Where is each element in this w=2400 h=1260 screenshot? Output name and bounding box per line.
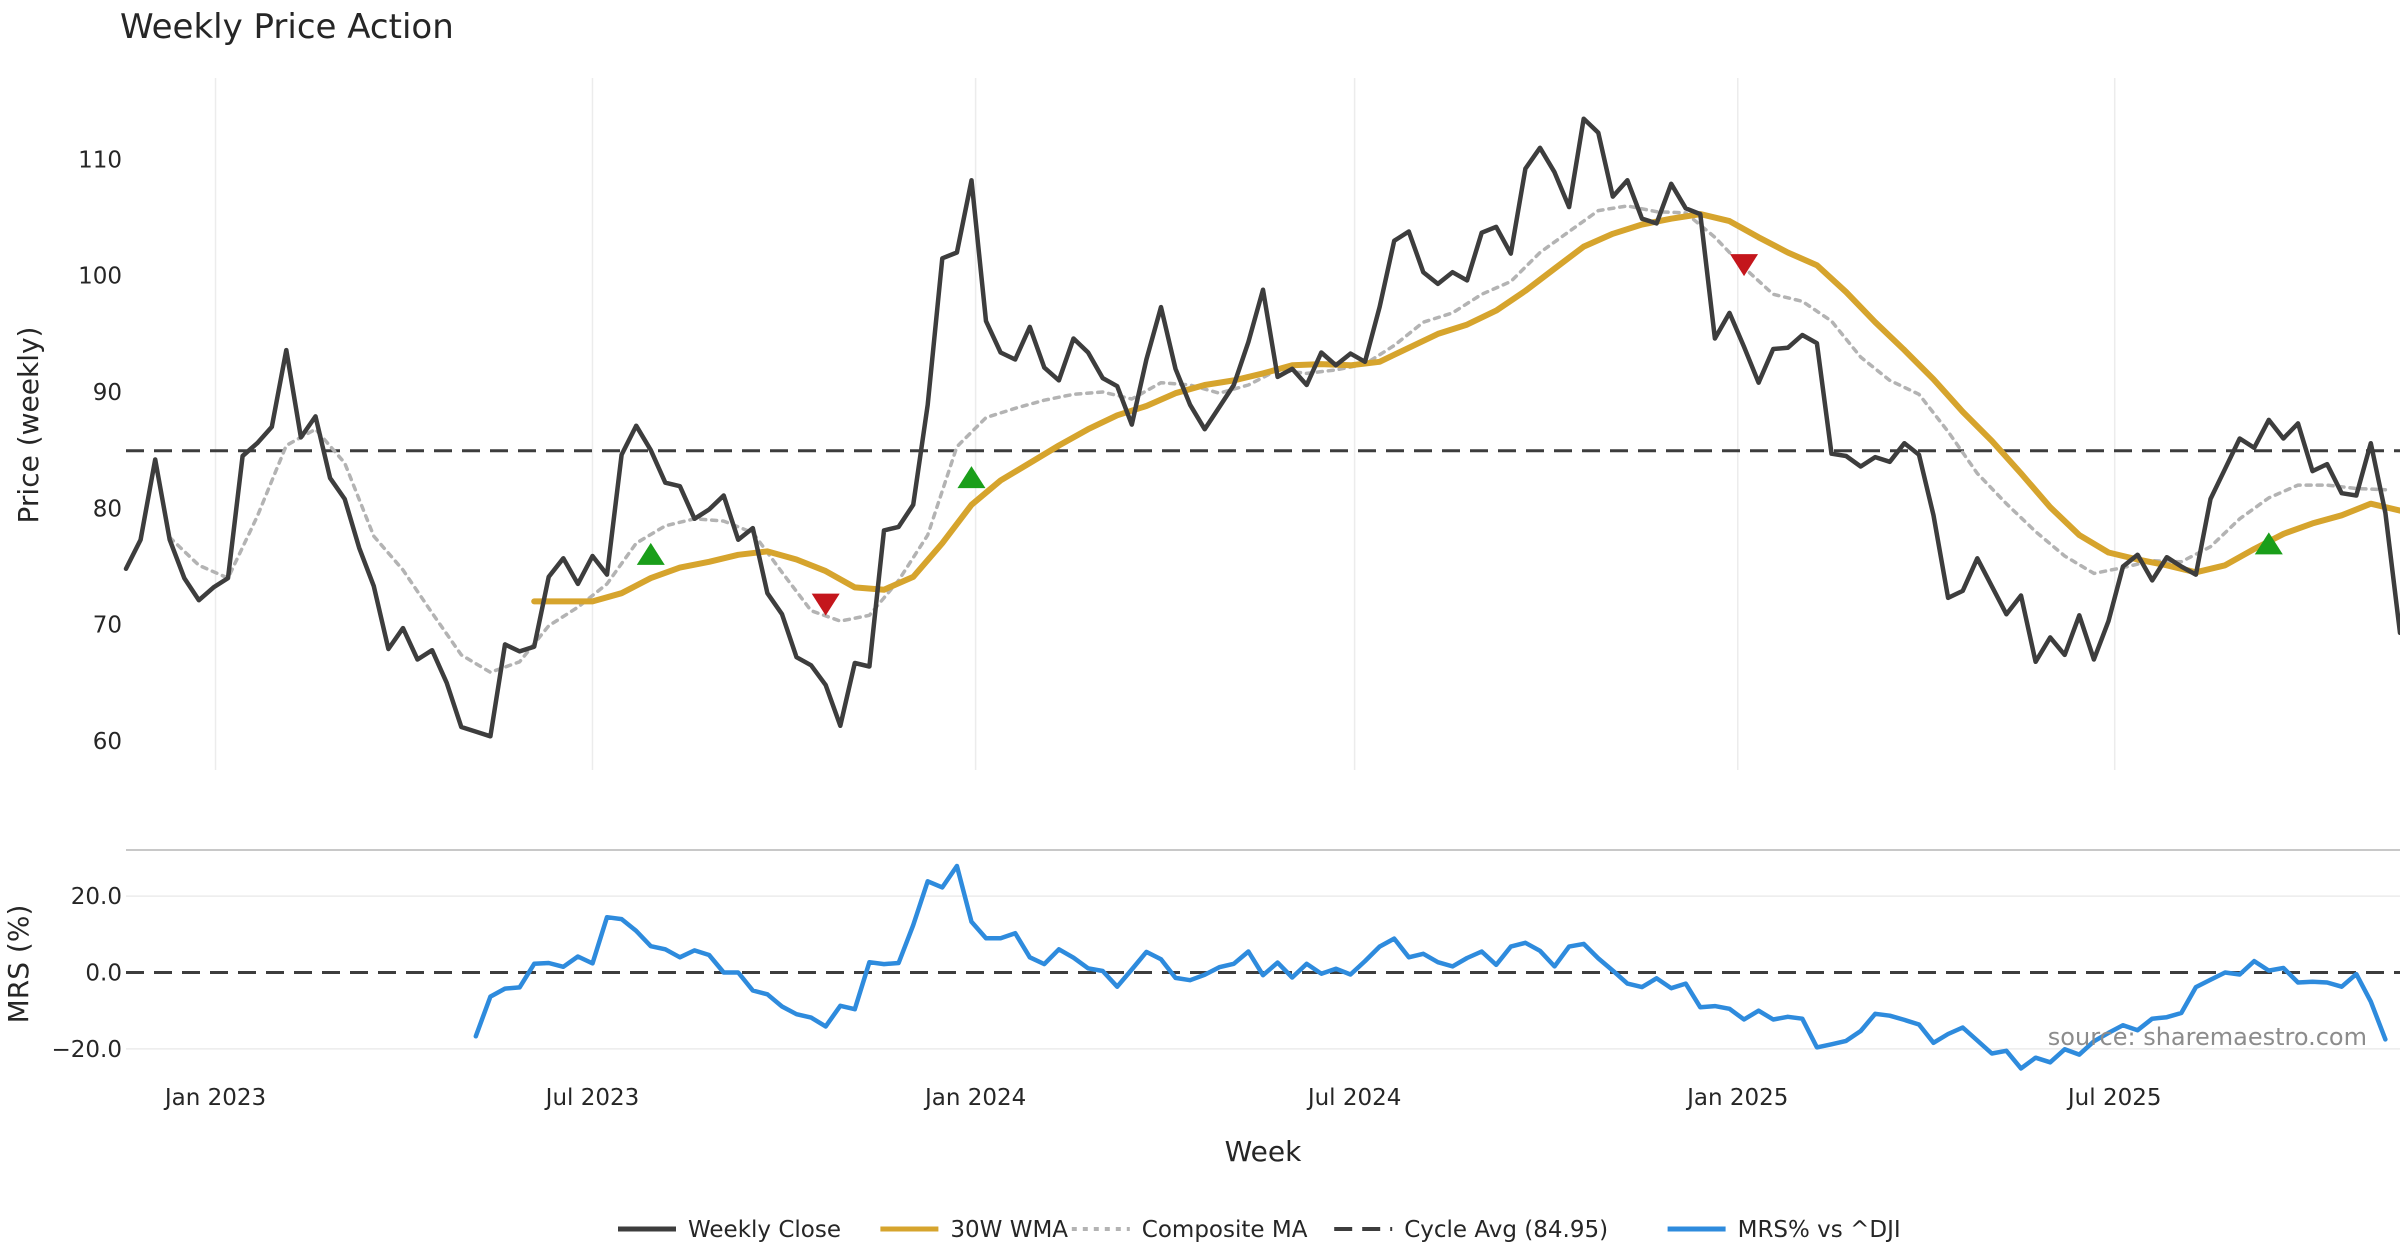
price-y-tick: 80: [93, 496, 122, 522]
buy-marker: [2254, 532, 2283, 555]
price-y-tick: 90: [93, 380, 122, 406]
x-tick: Jul 2025: [2066, 1085, 2162, 1111]
legend-label: Composite MA: [1142, 1217, 1308, 1243]
x-tick: Jan 2024: [923, 1085, 1026, 1111]
legend: Weekly Close 30W WMA Composite MA Cycle Avg…: [618, 1217, 1901, 1243]
mrs-panel: −20.0 0.0 20.0 MRS (%) source: sharemaestr…: [2, 863, 2400, 1071]
price-y-tick: 100: [78, 264, 122, 290]
mrs-series: [473, 863, 2388, 1071]
price-y-tick: 110: [78, 147, 122, 173]
x-tick: Jan 2025: [1685, 1085, 1788, 1111]
price-y-axis: 60 70 80 90 100 110: [78, 147, 122, 755]
sell-marker: [1730, 254, 1759, 277]
x-tick: Jan 2023: [163, 1085, 266, 1111]
legend-label: Cycle Avg (84.95): [1404, 1217, 1608, 1243]
price-y-label: Price (weekly): [12, 327, 45, 524]
price-series: [123, 116, 2400, 739]
price-y-tick: 60: [93, 729, 122, 755]
x-tick: Jul 2023: [544, 1085, 640, 1111]
chart-title: Weekly Price Action: [120, 7, 454, 47]
mrs-y-label: MRS (%): [2, 905, 35, 1024]
legend-label: MRS% vs ^DJI: [1738, 1217, 1901, 1243]
mrs-y-axis: −20.0 0.0 20.0: [52, 884, 122, 1063]
x-axis: Jan 2023 Jul 2023 Jan 2024 Jul 2024 Jan 2025…: [163, 1085, 2162, 1111]
price-y-tick: 70: [93, 613, 122, 639]
mrs-y-tick: 20.0: [71, 884, 122, 910]
price-grid: [214, 78, 2116, 770]
series-weekly-close: [123, 116, 2400, 739]
mrs-y-tick: 0.0: [85, 961, 122, 987]
mrs-grid: [126, 895, 2400, 1050]
source-note: source: sharemaestro.com: [2048, 1023, 2367, 1051]
x-tick: Jul 2024: [1306, 1085, 1402, 1111]
buy-marker: [636, 542, 665, 565]
series-composite-ma: [167, 204, 2388, 675]
x-axis-label: Week: [1225, 1135, 1302, 1168]
signal-markers: [636, 254, 2283, 616]
legend-label: 30W WMA: [950, 1217, 1068, 1243]
sell-marker: [811, 593, 840, 616]
series-30w-wma: [531, 211, 2400, 605]
buy-marker: [957, 466, 986, 489]
series-mrs: [473, 863, 2388, 1071]
mrs-y-tick: −20.0: [52, 1037, 122, 1063]
price-panel: 60 70 80 90 100 110 Price (weekly): [12, 78, 2400, 770]
legend-label: Weekly Close: [688, 1217, 841, 1243]
